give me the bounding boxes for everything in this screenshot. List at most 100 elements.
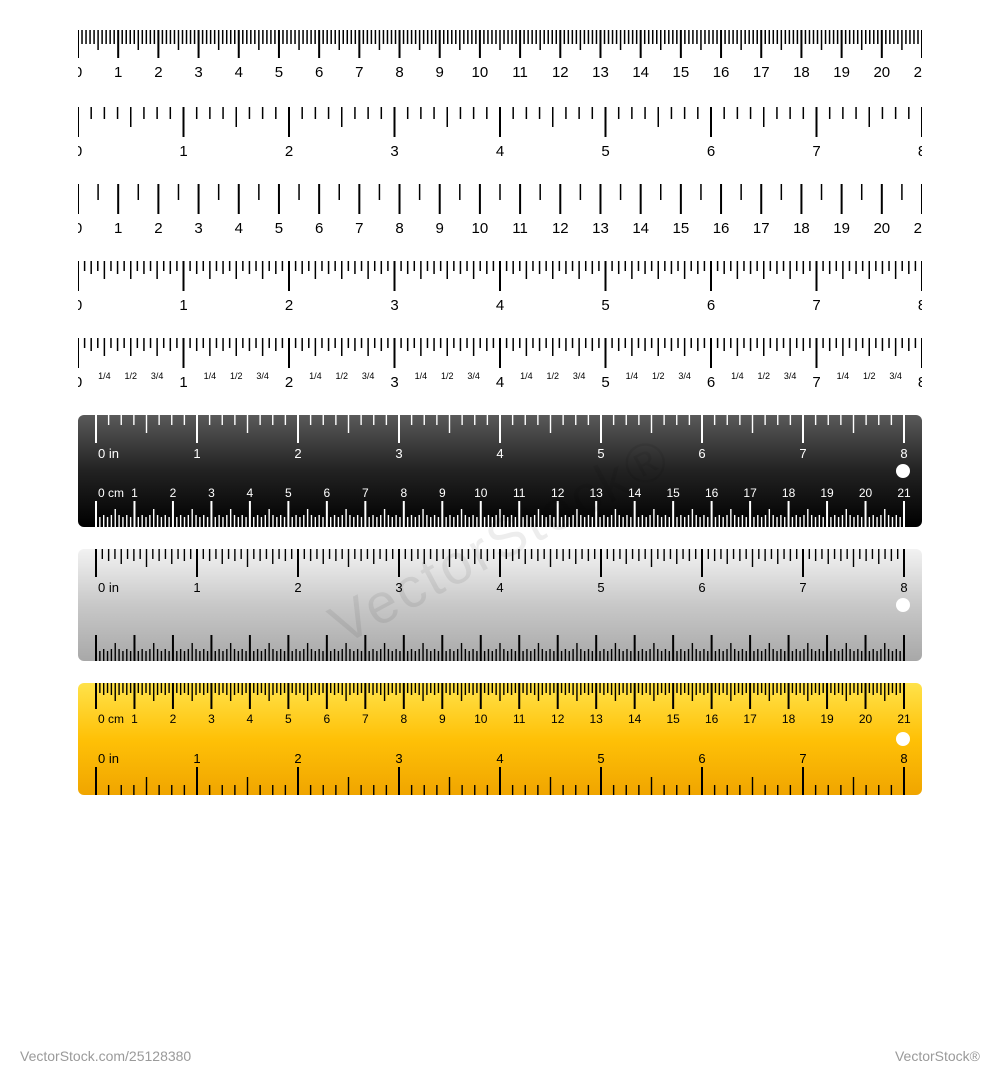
ruler-major-label: 21: [914, 64, 922, 81]
ruler-scale-label: 3: [208, 712, 215, 726]
ruler-scale-label: 21: [897, 712, 911, 726]
ruler-major-label: 7: [355, 64, 363, 81]
ruler-major-label: 15: [673, 64, 690, 81]
ruler-scale-label: 0 in: [98, 446, 119, 461]
ruler-major-label: 8: [395, 220, 403, 237]
ruler-scale-label: 5: [597, 580, 604, 595]
ruler-major-label: 3: [194, 220, 202, 237]
ruler-sub-label: 1/4: [520, 371, 533, 381]
ruler-scale-label: 1: [131, 712, 138, 726]
ruler-hole: [896, 464, 910, 478]
ruler-major-label: 5: [601, 297, 609, 314]
ruler-scale-label: 16: [705, 486, 719, 500]
ruler-sub-label: 3/4: [573, 371, 586, 381]
ruler-major-label: 1: [114, 220, 122, 237]
ruler-inch-16th: 012345678: [78, 261, 922, 316]
ruler-sub-label: 3/4: [362, 371, 375, 381]
ruler-major-label: 8: [395, 64, 403, 81]
ruler-major-label: 5: [601, 374, 609, 391]
ruler-scale-label: 14: [628, 712, 642, 726]
ruler-major-label: 3: [194, 64, 202, 81]
ruler-scale-label: 9: [439, 712, 446, 726]
ruler-major-label: 4: [496, 374, 504, 391]
ruler-scale-label: 0 cm: [98, 712, 124, 726]
ruler-sub-label: 1/4: [309, 371, 322, 381]
ruler-major-label: 1: [179, 297, 187, 314]
ruler-major-label: 14: [632, 64, 649, 81]
ruler-major-label: 3: [390, 374, 398, 391]
ruler-sub-label: 1/4: [731, 371, 744, 381]
ruler-sub-label: 1/2: [757, 371, 770, 381]
ruler-major-label: 7: [355, 220, 363, 237]
ruler-major-label: 6: [315, 220, 323, 237]
ruler-major-label: 18: [793, 220, 810, 237]
ruler-major-label: 5: [275, 64, 283, 81]
ruler-scale-label: 18: [782, 486, 796, 500]
ruler-scale-label: 14: [628, 486, 642, 500]
ruler-scale-label: 7: [362, 712, 369, 726]
ruler-scale-label: 4: [496, 580, 503, 595]
ruler-major-label: 18: [793, 64, 810, 81]
ruler-scale-label: 3: [395, 446, 402, 461]
physical-silver-ruler: 0 in12345678: [78, 549, 922, 661]
ruler-scale-label: 17: [743, 486, 757, 500]
ruler-sub-label: 3/4: [784, 371, 797, 381]
ruler-inch-8th: 012345678: [78, 107, 922, 162]
ruler-scale-label: 0 in: [98, 751, 119, 766]
ruler-major-label: 2: [154, 64, 162, 81]
ruler-scale-label: 11: [513, 712, 526, 726]
ruler-scale-label: 6: [698, 446, 705, 461]
ruler-major-label: 7: [812, 297, 820, 314]
ruler-scale-label: 6: [324, 712, 331, 726]
ruler-sub-label: 3/4: [889, 371, 902, 381]
ruler-scale-label: 8: [400, 712, 407, 726]
ruler-scale-label: 12: [551, 712, 565, 726]
ruler-scale-label: 4: [247, 712, 254, 726]
ruler-inch-quarter-labels: 01/41/23/411/41/23/421/41/23/431/41/23/4…: [78, 338, 922, 393]
physical-black-ruler: 0 in123456780 cm123456789101112131415161…: [78, 415, 922, 527]
ruler-major-label: 4: [496, 143, 504, 160]
ruler-scale-label: 13: [590, 486, 604, 500]
ruler-major-label: 7: [812, 374, 820, 391]
ruler-scale-label: 2: [170, 486, 177, 500]
ruler-scale-label: 19: [820, 486, 834, 500]
ruler-scale-label: 16: [705, 712, 719, 726]
ruler-major-label: 9: [436, 64, 444, 81]
ruler-scale-label: 6: [698, 580, 705, 595]
footer-left: VectorStock.com/25128380: [20, 1048, 191, 1064]
ruler-major-label: 7: [812, 143, 820, 160]
ruler-major-label: 20: [873, 220, 890, 237]
ruler-major-label: 16: [713, 220, 730, 237]
ruler-scale-label: 2: [170, 712, 177, 726]
ruler-scale-label: 2: [294, 751, 301, 766]
ruler-hole: [896, 732, 910, 746]
ruler-sub-label: 1/2: [441, 371, 454, 381]
ruler-sub-label: 1/2: [335, 371, 348, 381]
ruler-major-label: 13: [592, 64, 609, 81]
ruler-sub-label: 1/2: [863, 371, 876, 381]
ruler-major-label: 21: [914, 220, 922, 237]
ruler-scale-label: 5: [285, 486, 292, 500]
footer: VectorStock.com/25128380 VectorStock®: [20, 1048, 980, 1064]
ruler-scale-label: 1: [193, 446, 200, 461]
ruler-scale-label: 3: [395, 751, 402, 766]
ruler-scale-label: 7: [799, 446, 806, 461]
ruler-scale-label: 4: [247, 486, 254, 500]
ruler-major-label: 0: [78, 374, 82, 391]
ruler-sub-label: 1/2: [652, 371, 665, 381]
ruler-major-label: 6: [315, 64, 323, 81]
ruler-scale-label: 13: [590, 712, 604, 726]
ruler-scale-label: 10: [474, 486, 488, 500]
ruler-scale-label: 0 in: [98, 580, 119, 595]
ruler-major-label: 19: [833, 64, 850, 81]
ruler-major-label: 8: [918, 374, 922, 391]
ruler-scale-label: 1: [193, 751, 200, 766]
ruler-major-label: 2: [285, 297, 293, 314]
ruler-scale-label: 7: [362, 486, 369, 500]
ruler-scale-label: 8: [400, 486, 407, 500]
ruler-scale-label: 20: [859, 486, 873, 500]
ruler-major-label: 8: [918, 297, 922, 314]
ruler-scale-label: 15: [666, 486, 680, 500]
ruler-major-label: 17: [753, 64, 770, 81]
ruler-major-label: 0: [78, 297, 82, 314]
